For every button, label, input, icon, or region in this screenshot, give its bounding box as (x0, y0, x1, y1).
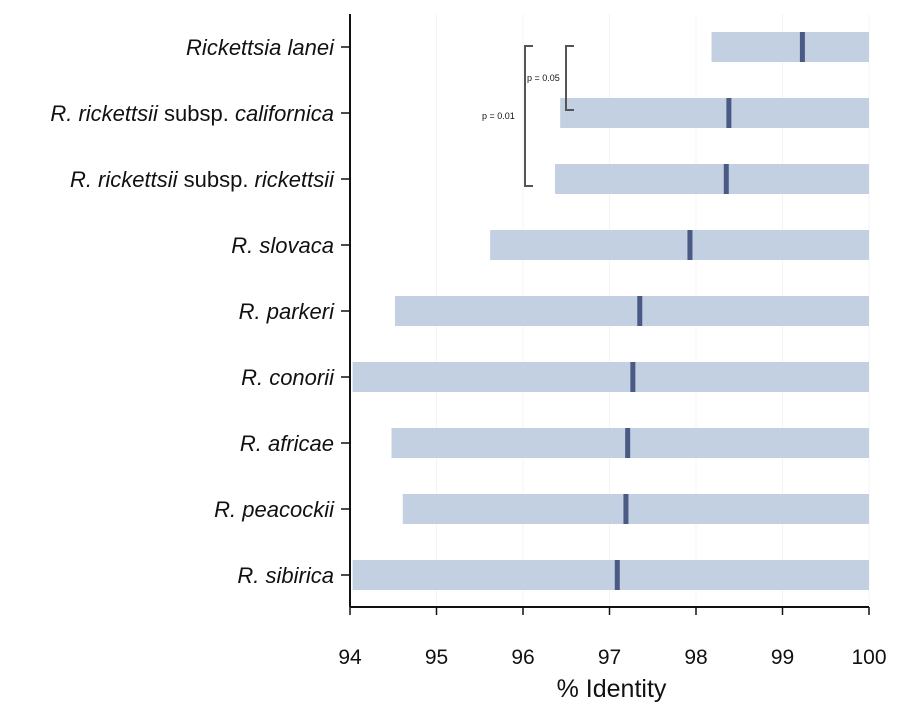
x-tick-label: 94 (338, 646, 362, 669)
range-bar (490, 230, 869, 260)
category-labels: Rickettsia lanei R. rickettsii subsp. cal… (50, 35, 350, 588)
range-bar (352, 362, 870, 392)
x-tick-label: 95 (425, 646, 448, 669)
category-label: R. africae (240, 431, 334, 456)
category-label-part: R. rickettsii (50, 101, 159, 126)
category-label: R. conorii (241, 365, 335, 390)
range-bar (394, 296, 869, 326)
range-bar (391, 428, 869, 458)
median-mark (630, 362, 636, 392)
category-label: R. peacockii (214, 497, 335, 522)
category-label-part: R. sibirica (237, 563, 334, 588)
range-bar (555, 164, 869, 194)
category-label-part: Rickettsia lanei (186, 35, 335, 60)
range-bar (711, 32, 869, 62)
x-tick-label: 97 (598, 646, 621, 669)
category-label-part: R. slovaca (231, 233, 334, 258)
range-bar (402, 494, 869, 524)
x-axis-title: % Identity (557, 675, 667, 703)
median-mark (625, 428, 631, 458)
significance-brackets: p = 0.05 p = 0.01 (482, 45, 574, 187)
category-label: R. rickettsii subsp. californica (50, 101, 334, 126)
category-label-part: subsp. (158, 101, 235, 126)
median-mark (726, 98, 732, 128)
significance-bracket (524, 45, 533, 187)
median-mark (799, 32, 805, 62)
category-label: Rickettsia lanei (186, 35, 335, 60)
x-tick-label: 99 (771, 646, 794, 669)
median-mark (614, 560, 620, 590)
significance-bracket (565, 45, 574, 111)
category-label-part: R. africae (240, 431, 334, 456)
x-tick-label: 96 (511, 646, 534, 669)
category-label: R. rickettsii subsp. rickettsii (70, 167, 335, 192)
category-label: R. parkeri (239, 299, 335, 324)
category-label: R. slovaca (231, 233, 334, 258)
range-bars (352, 32, 870, 590)
category-label-part: californica (235, 101, 334, 126)
category-label-part: rickettsii (255, 167, 336, 192)
range-bar (560, 98, 869, 128)
category-label-part: R. peacockii (214, 497, 335, 522)
category-label-part: subsp. (178, 167, 255, 192)
range-bar (352, 560, 870, 590)
median-marks (614, 32, 805, 590)
x-axis-ticks: 94 95 96 97 98 99 100 (338, 607, 887, 669)
median-mark (637, 296, 643, 326)
significance-label: p = 0.01 (482, 111, 515, 121)
median-mark (623, 494, 629, 524)
x-tick-label: 98 (684, 646, 707, 669)
category-label-part: R. conorii (241, 365, 335, 390)
category-label-part: R. rickettsii (70, 167, 179, 192)
median-mark (687, 230, 693, 260)
category-label-part: R. parkeri (239, 299, 335, 324)
significance-label: p = 0.05 (527, 73, 560, 83)
median-mark (723, 164, 729, 194)
category-label: R. sibirica (237, 563, 334, 588)
x-tick-label: 100 (851, 646, 886, 669)
